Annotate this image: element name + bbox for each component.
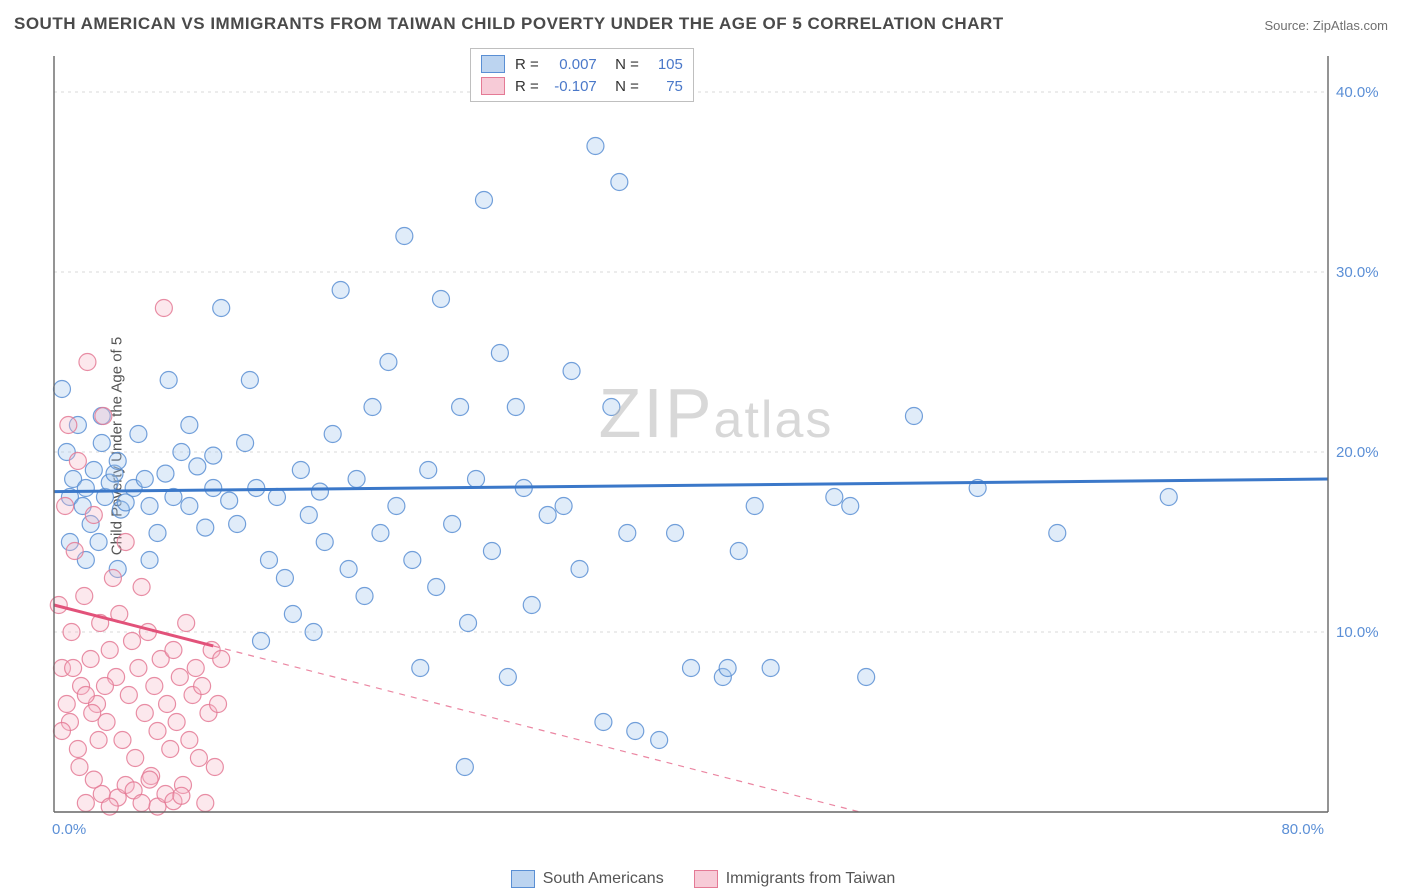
series-legend-item: Immigrants from Taiwan	[694, 870, 896, 888]
legend-swatch	[481, 77, 505, 95]
r-value: -0.107	[549, 78, 597, 95]
n-label: N =	[607, 78, 639, 95]
series-legend-label: Immigrants from Taiwan	[726, 870, 896, 888]
series-legend-item: South Americans	[511, 870, 664, 888]
r-label: R =	[515, 78, 539, 95]
plot-area: 10.0%20.0%30.0%40.0%0.0%80.0% ZIPatlas	[46, 46, 1386, 844]
n-value: 105	[649, 56, 683, 73]
svg-text:40.0%: 40.0%	[1336, 84, 1379, 101]
source-label: Source: ZipAtlas.com	[1264, 18, 1388, 33]
n-value: 75	[649, 78, 683, 95]
legend-swatch	[694, 870, 718, 888]
legend-swatch	[511, 870, 535, 888]
n-label: N =	[607, 56, 639, 73]
r-value: 0.007	[549, 56, 597, 73]
svg-text:30.0%: 30.0%	[1336, 264, 1379, 281]
chart-title: SOUTH AMERICAN VS IMMIGRANTS FROM TAIWAN…	[14, 14, 1004, 34]
chart-container: SOUTH AMERICAN VS IMMIGRANTS FROM TAIWAN…	[0, 0, 1406, 892]
series-legend: South Americans Immigrants from Taiwan	[0, 870, 1406, 888]
svg-text:0.0%: 0.0%	[52, 821, 86, 838]
scatter-plot: 10.0% 20.0% 30.0% 40.0% 0.0% 80.0%	[46, 46, 1386, 844]
legend-swatch	[481, 55, 505, 73]
svg-text:10.0%: 10.0%	[1336, 624, 1379, 641]
svg-text:80.0%: 80.0%	[1281, 821, 1324, 838]
correlation-legend-row: R = -0.107 N = 75	[471, 75, 693, 97]
r-label: R =	[515, 56, 539, 73]
svg-text:20.0%: 20.0%	[1336, 444, 1379, 461]
correlation-legend: R = 0.007 N = 105 R = -0.107 N = 75	[470, 48, 694, 102]
correlation-legend-row: R = 0.007 N = 105	[471, 53, 693, 75]
series-legend-label: South Americans	[543, 870, 664, 888]
